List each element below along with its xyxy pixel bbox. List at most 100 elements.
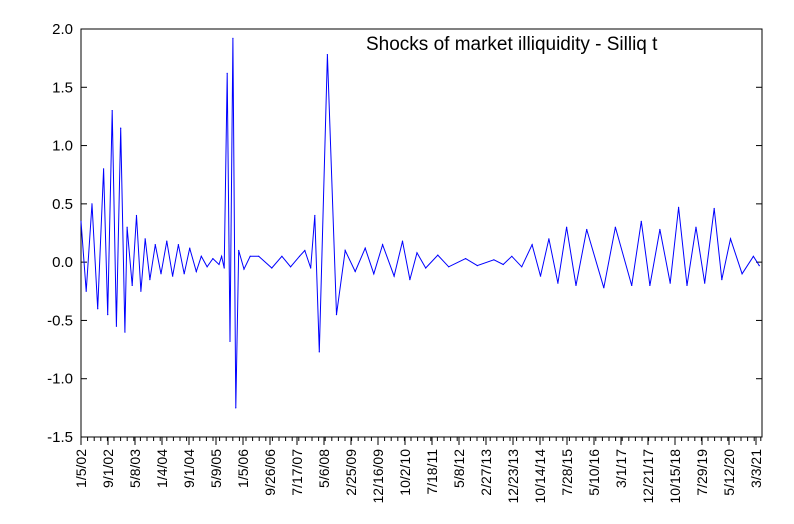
data-point: [97, 308, 99, 310]
data-point: [115, 325, 118, 327]
data-point: [135, 214, 138, 217]
data-point: [189, 247, 191, 249]
x-tick-label: 1/5/02: [73, 449, 89, 488]
data-point: [758, 265, 760, 267]
data-point: [721, 279, 723, 281]
data-point: [238, 249, 240, 252]
data-point: [220, 255, 223, 257]
data-point: [704, 282, 706, 284]
x-tick-label: 7/29/19: [694, 449, 710, 496]
data-point: [149, 279, 151, 281]
plot-frame: [80, 28, 763, 438]
data-point: [131, 284, 133, 287]
data-point: [511, 255, 513, 257]
data-point: [539, 275, 542, 277]
data-point: [91, 203, 93, 205]
data-point: [448, 266, 450, 268]
x-tick-label: 7/28/15: [559, 449, 575, 496]
y-tick-label: 0.5: [52, 196, 73, 213]
data-point: [437, 254, 439, 256]
data-point: [566, 226, 568, 228]
x-tick-label: 2/25/09: [343, 449, 359, 496]
y-tick-label: 1.0: [52, 138, 73, 155]
data-point: [677, 206, 680, 208]
series-line: [80, 38, 760, 408]
x-tick-label: 5/8/03: [127, 449, 143, 488]
data-point: [85, 290, 87, 292]
x-tick-label: 10/2/10: [397, 449, 413, 496]
x-tick-label: 1/5/06: [235, 449, 251, 488]
y-tick-label: -1.5: [47, 429, 73, 446]
data-point: [614, 226, 616, 228]
x-tick-label: 5/9/05: [208, 449, 224, 488]
y-tick-label: 2.0: [52, 21, 73, 38]
data-point: [335, 314, 338, 316]
data-point: [649, 284, 651, 287]
data-point: [107, 314, 109, 316]
data-point: [314, 214, 316, 217]
x-tick-label: 12/16/09: [370, 449, 386, 504]
data-point: [126, 226, 128, 228]
data-point: [120, 127, 122, 129]
y-tick-label: 0.0: [52, 254, 73, 271]
data-point: [493, 259, 495, 261]
data-point: [258, 255, 260, 257]
x-tick-label: 10/15/18: [667, 449, 683, 504]
data-point: [586, 228, 588, 231]
data-point: [298, 255, 301, 257]
data-point: [226, 72, 228, 74]
data-point: [381, 244, 384, 246]
x-tick-label: 12/21/17: [640, 449, 656, 504]
data-point: [124, 331, 126, 333]
data-point: [218, 263, 220, 266]
data-point: [425, 267, 427, 269]
x-tick-label: 9/26/06: [262, 449, 278, 496]
x-tick-label: 2/27/13: [478, 449, 494, 496]
x-tick-label: 9/1/02: [100, 449, 116, 488]
data-point: [575, 284, 577, 287]
data-point: [502, 263, 504, 266]
data-point: [465, 258, 467, 260]
x-tick-label: 5/12/20: [721, 449, 737, 496]
data-point: [741, 273, 743, 275]
data-point: [195, 270, 197, 273]
data-point: [686, 284, 688, 287]
x-tick-label: 3/1/17: [613, 449, 629, 488]
data-point: [416, 252, 418, 254]
data-point: [640, 220, 642, 222]
data-point: [111, 110, 113, 112]
data-point: [548, 238, 550, 240]
data-point: [354, 270, 356, 273]
data-point: [172, 275, 174, 277]
data-point: [200, 255, 202, 257]
data-point: [659, 228, 661, 231]
data-point: [476, 265, 478, 267]
data-point: [154, 244, 156, 246]
x-tick-label: 12/23/13: [505, 449, 521, 504]
data-point: [223, 267, 225, 269]
data-point: [752, 255, 755, 257]
data-point: [232, 37, 234, 39]
data-point: [183, 273, 185, 275]
data-point: [177, 244, 180, 246]
data-point: [364, 247, 366, 249]
data-point: [603, 287, 605, 289]
x-tick-label: 10/14/14: [532, 449, 548, 504]
data-point: [304, 249, 306, 252]
data-point: [144, 238, 146, 240]
data-point: [281, 255, 283, 257]
data-point: [557, 282, 559, 284]
data-point: [713, 207, 715, 210]
data-point: [729, 238, 732, 240]
data-point: [326, 54, 328, 56]
data-point: [140, 290, 142, 292]
x-tick-label: 5/6/08: [316, 449, 332, 488]
x-axis: 1/5/02 9/1/02 5/8/03 1/4/04 9/1/04 5/9/05 1/5/…: [73, 437, 764, 504]
x-tick-label: 1/4/04: [154, 449, 170, 488]
data-point: [166, 240, 168, 242]
data-point: [102, 168, 105, 170]
x-tick-label: 5/8/12: [451, 449, 467, 488]
data-point: [235, 407, 237, 409]
data-point: [521, 266, 523, 268]
